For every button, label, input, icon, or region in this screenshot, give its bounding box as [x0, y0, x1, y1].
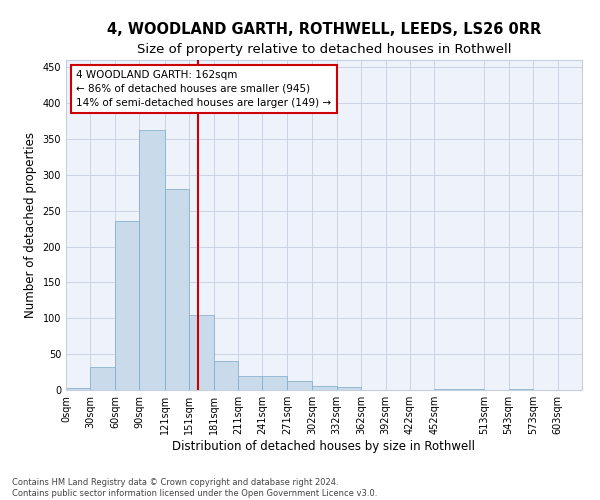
- Y-axis label: Number of detached properties: Number of detached properties: [24, 132, 37, 318]
- Bar: [91, 367, 115, 390]
- X-axis label: Distribution of detached houses by size in Rothwell: Distribution of detached houses by size …: [173, 440, 476, 453]
- Bar: [262, 376, 287, 390]
- Bar: [66, 388, 91, 390]
- Bar: [287, 380, 312, 390]
- Bar: [337, 387, 361, 390]
- Bar: [139, 130, 164, 390]
- Bar: [238, 376, 262, 390]
- Text: Size of property relative to detached houses in Rothwell: Size of property relative to detached ho…: [137, 42, 511, 56]
- Text: 4, WOODLAND GARTH, ROTHWELL, LEEDS, LS26 0RR: 4, WOODLAND GARTH, ROTHWELL, LEEDS, LS26…: [107, 22, 541, 38]
- Bar: [115, 222, 139, 390]
- Text: 4 WOODLAND GARTH: 162sqm
← 86% of detached houses are smaller (945)
14% of semi-: 4 WOODLAND GARTH: 162sqm ← 86% of detach…: [76, 70, 331, 108]
- Bar: [214, 362, 238, 390]
- Text: Contains HM Land Registry data © Crown copyright and database right 2024.
Contai: Contains HM Land Registry data © Crown c…: [12, 478, 377, 498]
- Bar: [189, 314, 214, 390]
- Bar: [312, 386, 337, 390]
- Bar: [164, 189, 189, 390]
